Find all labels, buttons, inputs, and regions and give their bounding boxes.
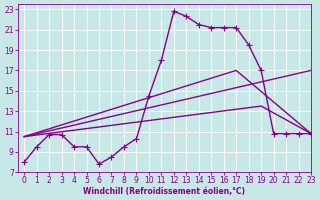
X-axis label: Windchill (Refroidissement éolien,°C): Windchill (Refroidissement éolien,°C): [84, 187, 245, 196]
